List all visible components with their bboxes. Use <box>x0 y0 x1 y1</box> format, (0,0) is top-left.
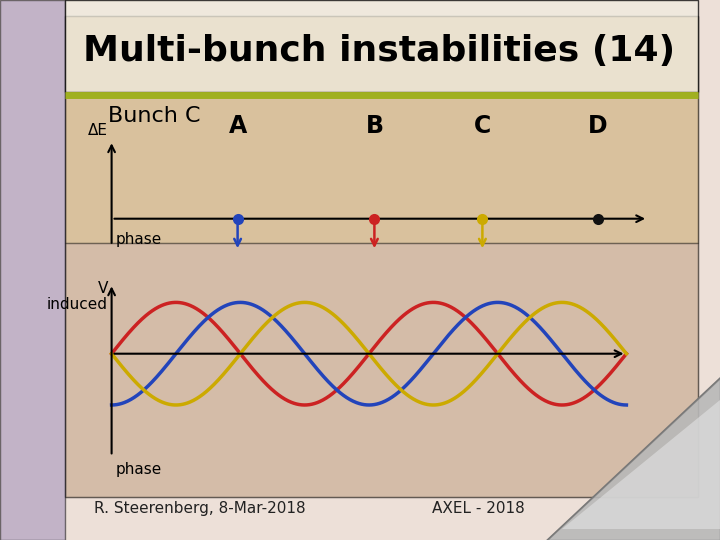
Text: D: D <box>588 114 608 138</box>
Text: Bunch C: Bunch C <box>108 106 200 126</box>
Text: ΔE: ΔE <box>88 123 108 138</box>
FancyBboxPatch shape <box>65 0 698 92</box>
Text: V
induced: V induced <box>47 281 108 312</box>
FancyBboxPatch shape <box>65 16 698 497</box>
FancyBboxPatch shape <box>65 16 698 243</box>
Text: phase: phase <box>115 462 161 477</box>
Text: C: C <box>474 114 491 138</box>
Text: A: A <box>228 114 247 138</box>
FancyBboxPatch shape <box>65 243 698 497</box>
FancyBboxPatch shape <box>0 0 65 540</box>
Text: B: B <box>366 114 384 138</box>
Text: phase: phase <box>115 232 161 247</box>
Polygon shape <box>547 378 720 540</box>
Text: R. Steerenberg, 8-Mar-2018: R. Steerenberg, 8-Mar-2018 <box>94 501 305 516</box>
Text: AXEL - 2018: AXEL - 2018 <box>432 501 525 516</box>
Text: Multi-bunch instabilities (14): Multi-bunch instabilities (14) <box>83 35 675 68</box>
Polygon shape <box>562 400 720 529</box>
